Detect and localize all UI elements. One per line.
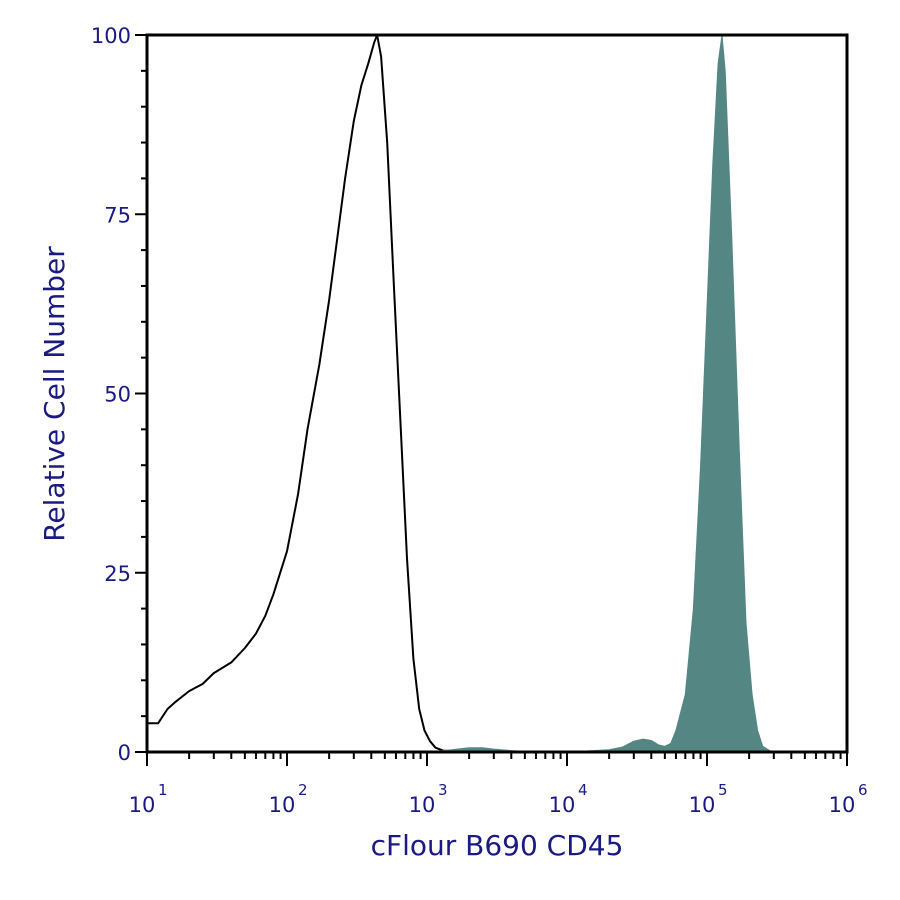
x-tick-exponent: 5 [718, 781, 728, 799]
x-tick-exponent: 2 [298, 781, 308, 799]
y-tick-label: 25 [104, 562, 131, 586]
x-tick-label: 103 [409, 781, 448, 817]
y-axis-title: Relative Cell Number [38, 246, 71, 542]
x-axis-title: cFlour B690 CD45 [371, 829, 624, 862]
x-tick-base: 10 [549, 793, 576, 817]
x-tick-base: 10 [829, 793, 856, 817]
series-layer [147, 34, 778, 753]
x-tick-label: 101 [129, 781, 168, 817]
x-tick-exponent: 6 [858, 781, 868, 799]
x-tick-label: 105 [689, 781, 728, 817]
x-tick-base: 10 [269, 793, 296, 817]
x-tick-label: 104 [549, 781, 588, 817]
x-tick-label: 102 [269, 781, 308, 817]
y-tick-label: 50 [104, 383, 131, 407]
x-tick-base: 10 [689, 793, 716, 817]
x-tick-exponent: 3 [438, 781, 448, 799]
x-tick-base: 10 [129, 793, 156, 817]
y-tick-label: 0 [118, 741, 131, 765]
x-tick-base: 10 [409, 793, 436, 817]
series-outline-histogram [147, 34, 494, 753]
series-filled-histogram [426, 34, 778, 753]
y-tick-label: 75 [104, 203, 131, 227]
tick-layer [135, 34, 848, 766]
x-tick-exponent: 4 [578, 781, 588, 799]
y-tick-label: 100 [91, 24, 131, 48]
x-tick-label: 106 [829, 781, 868, 817]
x-tick-exponent: 1 [158, 781, 168, 799]
